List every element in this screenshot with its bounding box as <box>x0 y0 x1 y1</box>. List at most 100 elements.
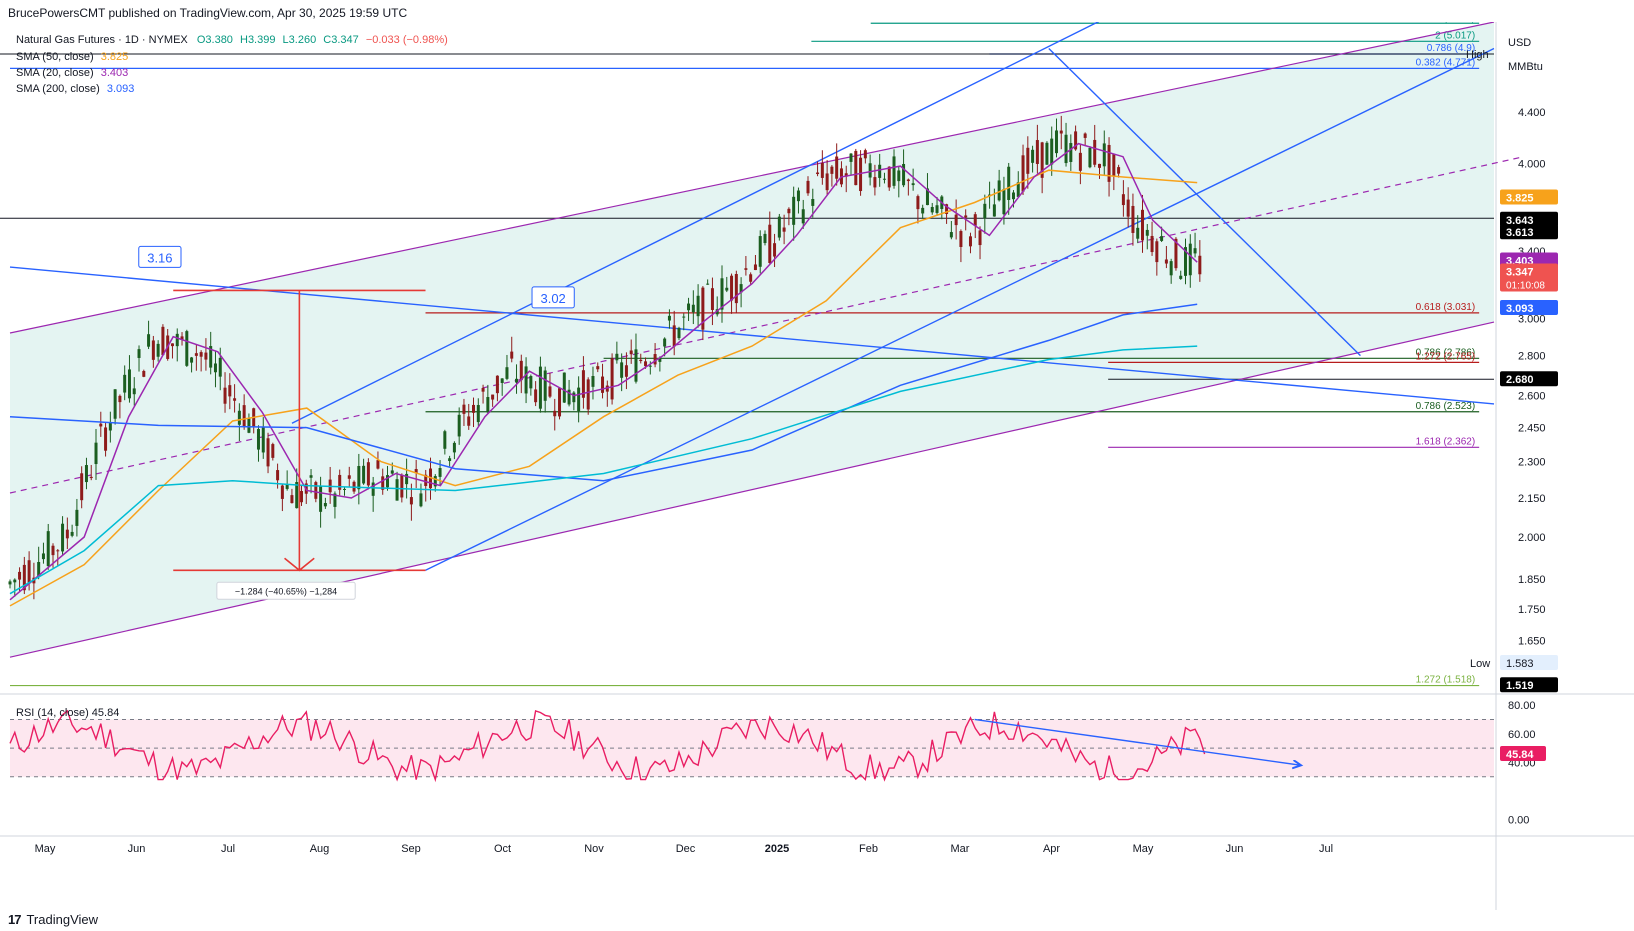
channel-lower-line <box>9 321 1495 658</box>
candle-body <box>175 333 179 347</box>
candle-body <box>180 336 184 340</box>
candle-body <box>433 476 437 487</box>
sma200-legend[interactable]: SMA (200, close) 3.093 <box>16 83 134 95</box>
candle-body <box>768 224 772 263</box>
low-badge-value: 1.583 <box>1506 658 1534 670</box>
candle-body <box>624 365 628 377</box>
candle-body <box>94 442 98 465</box>
fib-level-label: 0.382 (4.771) <box>1416 57 1476 68</box>
candle-body <box>581 370 585 398</box>
rsi-trendline <box>974 718 1301 765</box>
axis-currency: USD <box>1508 37 1531 49</box>
fib-level-label: 1.618 (2.362) <box>1416 436 1476 447</box>
candle-body <box>1169 261 1173 276</box>
candle-body <box>1035 140 1039 164</box>
candle-body <box>1050 138 1054 165</box>
candle-body <box>558 388 562 417</box>
sma50-legend[interactable]: SMA (50, close) 3.825 <box>16 51 128 63</box>
candle-body <box>620 362 624 378</box>
candle-body <box>1093 139 1097 165</box>
rsi-tick-label: 60.00 <box>1508 729 1536 741</box>
price-tick-label: 4.000 <box>1518 158 1546 170</box>
candle-body <box>887 166 891 188</box>
candle-body <box>639 359 643 362</box>
time-tick-label: Feb <box>859 843 878 855</box>
candle-body <box>242 405 246 428</box>
candle-body <box>295 482 299 509</box>
candle-body <box>213 363 217 373</box>
candle-body <box>706 283 710 285</box>
candle-body <box>816 172 820 175</box>
candle-body <box>194 353 198 356</box>
rsi-tick-label: 0.00 <box>1508 815 1529 827</box>
symbol-legend: Natural Gas Futures · 1D · NYMEX O3.380 … <box>16 34 448 46</box>
candle-body <box>892 156 896 186</box>
ohlc-close: C3.347 <box>323 34 359 46</box>
candle-body <box>1097 163 1101 168</box>
candle-body <box>438 468 442 477</box>
candle-body <box>424 474 428 486</box>
price-badge-value: 3.643 <box>1506 215 1534 227</box>
candle-body <box>830 166 834 174</box>
candle-body <box>218 357 222 377</box>
fib-level-label: 0.786 (2.523) <box>1416 401 1476 412</box>
candle-body <box>309 475 313 478</box>
candle-body <box>868 163 872 178</box>
fib-level-label: 1.272 (2.765) <box>1416 351 1476 362</box>
candle-body <box>524 366 528 394</box>
candle-body <box>390 470 394 474</box>
rsi-panel: RSI (14, close) 45.840.0040.0060.0080.00… <box>9 700 1546 827</box>
candle-body <box>505 367 509 379</box>
candle-body <box>763 233 767 244</box>
candle-body <box>1088 147 1092 168</box>
price-tick-label: 4.400 <box>1518 107 1546 119</box>
fib-level-label: 0.786 (2.786) <box>1416 347 1476 358</box>
ma-line <box>9 303 1198 482</box>
time-tick-label: May <box>1133 843 1154 855</box>
candle-body <box>190 357 194 363</box>
support-trendline <box>425 47 1495 571</box>
candle-body <box>1026 147 1030 174</box>
sma20-legend[interactable]: SMA (20, close) 3.403 <box>16 67 128 79</box>
price-tick-label: 2.000 <box>1518 532 1546 544</box>
low-label: Low <box>1470 658 1490 670</box>
candle-body <box>376 460 380 469</box>
candle-body <box>1188 243 1192 276</box>
candle-body <box>562 372 566 403</box>
annotation-box <box>531 286 575 309</box>
fib-level-label: 1.618 (5.188) <box>1416 22 1476 23</box>
candle-body <box>825 173 829 191</box>
candle-body <box>395 479 399 501</box>
candle-body <box>538 366 542 409</box>
price-tick-label: 2.150 <box>1518 493 1546 505</box>
candle-body <box>1112 154 1116 177</box>
sma20-value: 3.403 <box>100 67 129 79</box>
candle-body <box>548 386 552 397</box>
candle-body <box>811 198 815 206</box>
candle-body <box>935 205 939 213</box>
candle-body <box>911 183 915 186</box>
channel-upper-line <box>9 22 1495 334</box>
candle-body <box>299 491 303 503</box>
rsi-tick-label: 80.00 <box>1508 700 1536 712</box>
price-badge <box>1500 677 1558 693</box>
price-chart[interactable]: 1.618 (5.188) 2 (5.017) 0.786 (4.9) 0.382 (… <box>0 22 1634 910</box>
candle-body <box>18 571 22 580</box>
candle-body <box>147 334 151 347</box>
channel-area <box>10 22 1494 658</box>
candle-body <box>519 360 523 381</box>
price-badge <box>1500 299 1558 315</box>
candle-body <box>1150 235 1154 253</box>
price-badge-countdown: 01:10:08 <box>1506 280 1545 291</box>
candle-body <box>233 398 237 401</box>
candle-body <box>127 369 131 399</box>
price-badge <box>1500 189 1558 205</box>
candle-body <box>8 581 12 585</box>
candle-body <box>472 404 476 413</box>
candle-body <box>749 274 753 282</box>
candle-body <box>400 474 404 498</box>
candle-body <box>854 150 858 186</box>
candle-body <box>113 389 117 419</box>
candle-body <box>1064 134 1068 164</box>
candle-body <box>844 173 848 177</box>
